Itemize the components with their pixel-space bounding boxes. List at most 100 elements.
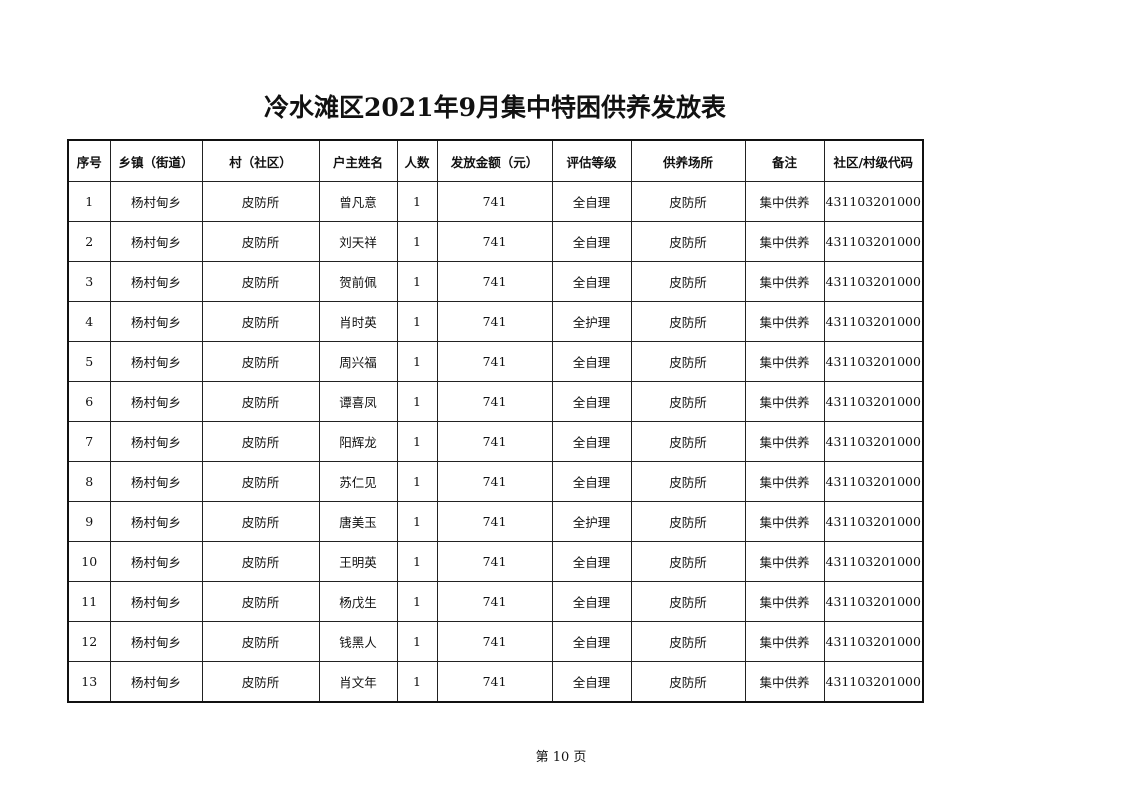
table-cell: 皮防所 <box>201 621 320 662</box>
table-row: 11 杨村甸乡 皮防所 杨戊生 1 741 全自理 皮防所 集中供养 431103201000 <box>67 581 924 622</box>
table-cell: 皮防所 <box>201 181 320 222</box>
table-cell: 皮防所 <box>201 221 320 262</box>
table-row: 6 杨村甸乡 皮防所 谭喜凤 1 741 全自理 皮防所 集中供养 431103201000 <box>67 381 924 422</box>
table-cell: 741 <box>436 181 553 222</box>
table-cell: 全自理 <box>551 661 632 703</box>
table-cell: 曾凡意 <box>318 181 398 222</box>
table-cell: 肖文年 <box>318 661 398 703</box>
table-cell: 皮防所 <box>201 341 320 382</box>
table-cell: 1 <box>396 461 438 502</box>
table-cell: 1 <box>396 341 438 382</box>
table-cell: 全护理 <box>551 501 632 542</box>
table-cell: 杨村甸乡 <box>109 261 203 302</box>
table-cell: 皮防所 <box>630 661 746 703</box>
table-cell: 741 <box>436 661 553 703</box>
table-cell: 8 <box>67 461 111 502</box>
column-header: 村（社区） <box>201 139 320 182</box>
table-cell: 431103201000 <box>823 341 924 382</box>
table-cell: 集中供养 <box>744 661 825 703</box>
table-cell: 集中供养 <box>744 461 825 502</box>
payment-table: 序号 乡镇（街道） 村（社区） 户主姓名 人数 发放金额（元） 评估等级 供养场所 备注 社区/村… <box>67 139 924 703</box>
table-cell: 6 <box>67 381 111 422</box>
column-header: 乡镇（街道） <box>109 139 203 182</box>
table-cell: 贺前佩 <box>318 261 398 302</box>
table-cell: 1 <box>396 501 438 542</box>
table-row: 1 杨村甸乡 皮防所 曾凡意 1 741 全自理 皮防所 集中供养 431103201000 <box>67 181 924 222</box>
table-cell: 全自理 <box>551 341 632 382</box>
column-header: 供养场所 <box>630 139 746 182</box>
table-cell: 阳辉龙 <box>318 421 398 462</box>
table-cell: 431103201000 <box>823 581 924 622</box>
table-cell: 431103201000 <box>823 421 924 462</box>
table-cell: 杨村甸乡 <box>109 541 203 582</box>
table-cell: 刘天祥 <box>318 221 398 262</box>
table-cell: 3 <box>67 261 111 302</box>
table-cell: 集中供养 <box>744 581 825 622</box>
table-cell: 741 <box>436 261 553 302</box>
table-cell: 杨村甸乡 <box>109 581 203 622</box>
table-cell: 9 <box>67 501 111 542</box>
table-cell: 皮防所 <box>630 341 746 382</box>
table-row: 2 杨村甸乡 皮防所 刘天祥 1 741 全自理 皮防所 集中供养 431103201000 <box>67 221 924 262</box>
table-cell: 全自理 <box>551 581 632 622</box>
column-header: 社区/村级代码 <box>823 139 924 182</box>
table-cell: 集中供养 <box>744 261 825 302</box>
table-cell: 431103201000 <box>823 661 924 703</box>
column-header: 评估等级 <box>551 139 632 182</box>
table-cell: 741 <box>436 621 553 662</box>
table-row: 8 杨村甸乡 皮防所 苏仁见 1 741 全自理 皮防所 集中供养 431103201000 <box>67 461 924 502</box>
table-cell: 皮防所 <box>630 581 746 622</box>
table-cell: 杨村甸乡 <box>109 661 203 703</box>
table-cell: 集中供养 <box>744 221 825 262</box>
table-cell: 周兴福 <box>318 341 398 382</box>
column-header: 户主姓名 <box>318 139 398 182</box>
table-cell: 431103201000 <box>823 501 924 542</box>
column-header: 发放金额（元） <box>436 139 553 182</box>
table-cell: 皮防所 <box>201 541 320 582</box>
table-cell: 杨村甸乡 <box>109 181 203 222</box>
table-cell: 皮防所 <box>630 301 746 342</box>
table-cell: 集中供养 <box>744 421 825 462</box>
table-cell: 皮防所 <box>201 421 320 462</box>
table-cell: 13 <box>67 661 111 703</box>
table-cell: 1 <box>396 541 438 582</box>
header-row: 序号 乡镇（街道） 村（社区） 户主姓名 人数 发放金额（元） 评估等级 供养场所 备注 社区/村… <box>67 139 924 182</box>
table-cell: 集中供养 <box>744 541 825 582</box>
table-cell: 全自理 <box>551 421 632 462</box>
table-cell: 431103201000 <box>823 221 924 262</box>
table-cell: 苏仁见 <box>318 461 398 502</box>
table-cell: 741 <box>436 581 553 622</box>
table-cell: 皮防所 <box>630 421 746 462</box>
table-cell: 11 <box>67 581 111 622</box>
table-cell: 1 <box>396 621 438 662</box>
table-cell: 王明英 <box>318 541 398 582</box>
table-cell: 741 <box>436 221 553 262</box>
table-cell: 431103201000 <box>823 461 924 502</box>
table-cell: 集中供养 <box>744 621 825 662</box>
table-cell: 1 <box>396 221 438 262</box>
table-cell: 741 <box>436 301 553 342</box>
table-cell: 皮防所 <box>201 581 320 622</box>
column-header: 序号 <box>67 139 111 182</box>
table-cell: 全护理 <box>551 301 632 342</box>
table-cell: 全自理 <box>551 181 632 222</box>
table-cell: 10 <box>67 541 111 582</box>
table-cell: 杨村甸乡 <box>109 301 203 342</box>
table-cell: 杨戊生 <box>318 581 398 622</box>
table-cell: 1 <box>396 661 438 703</box>
table-cell: 唐美玉 <box>318 501 398 542</box>
table-cell: 杨村甸乡 <box>109 221 203 262</box>
table-cell: 集中供养 <box>744 341 825 382</box>
table-cell: 1 <box>67 181 111 222</box>
table-cell: 431103201000 <box>823 541 924 582</box>
table-cell: 集中供养 <box>744 381 825 422</box>
table-cell: 皮防所 <box>630 541 746 582</box>
table-cell: 2 <box>67 221 111 262</box>
table-row: 12 杨村甸乡 皮防所 钱黑人 1 741 全自理 皮防所 集中供养 431103201000 <box>67 621 924 662</box>
table-cell: 杨村甸乡 <box>109 461 203 502</box>
table-cell: 皮防所 <box>630 501 746 542</box>
table-cell: 皮防所 <box>201 461 320 502</box>
table-cell: 钱黑人 <box>318 621 398 662</box>
table-cell: 皮防所 <box>201 501 320 542</box>
table-cell: 杨村甸乡 <box>109 341 203 382</box>
